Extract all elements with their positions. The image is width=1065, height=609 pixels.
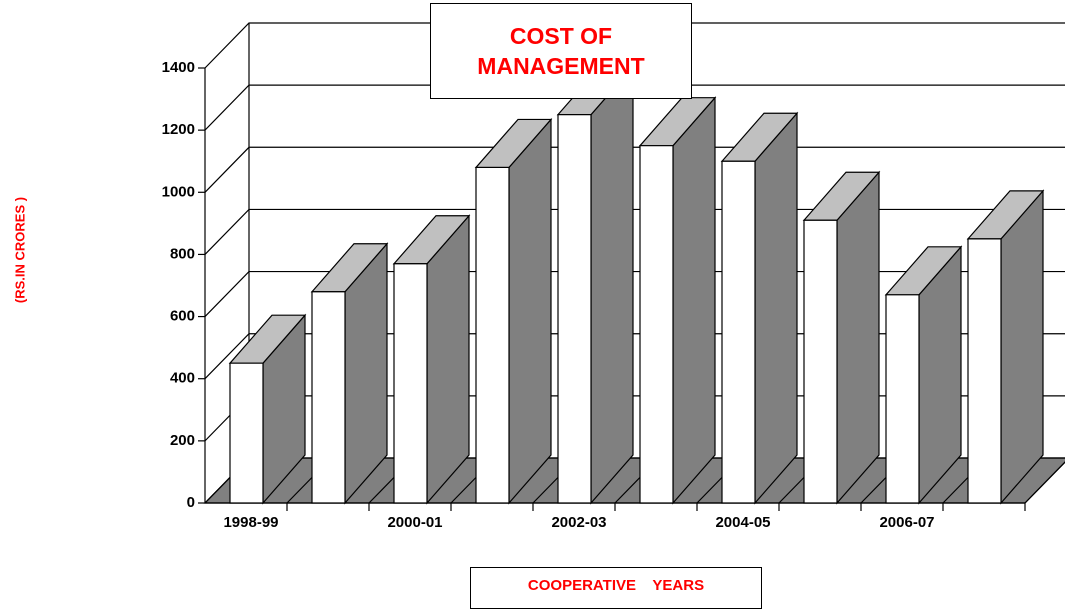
bar [638, 96, 717, 505]
bar-front [393, 263, 428, 504]
bar [474, 117, 553, 505]
bar [556, 65, 635, 505]
bar [228, 313, 307, 505]
floor-line [1024, 461, 1065, 504]
bar-front [803, 219, 838, 504]
y-tick-label: 600 [170, 308, 195, 325]
bar-side [426, 214, 470, 505]
bar [720, 111, 799, 505]
bar-front [885, 294, 920, 504]
bar-side [754, 111, 798, 505]
x-tick-label: 2002-03 [551, 514, 606, 531]
y-axis-label: (RS.IN CRORES ) [12, 196, 28, 304]
grid-line [204, 146, 1065, 193]
bar-front [475, 166, 510, 504]
bar-front [967, 238, 1002, 504]
bar-front [721, 160, 756, 504]
grid-line [204, 22, 1065, 69]
x-tick-label: 1998-99 [223, 514, 278, 531]
chart-title: COST OF MANAGEMENT [477, 23, 645, 79]
bar [310, 242, 389, 505]
y-tick-label: 400 [170, 370, 195, 387]
x-axis-label: COOPERATIVE YEARS [470, 567, 762, 609]
bar [884, 245, 963, 505]
bar-side [672, 96, 716, 505]
x-tick-label: 2000-01 [387, 514, 442, 531]
title-box: COST OF MANAGEMENT [430, 3, 692, 99]
y-tick-label: 1400 [162, 59, 195, 76]
y-tick-label: 1200 [162, 121, 195, 138]
x-tick-label: 2006-07 [879, 514, 934, 531]
bar-front [639, 145, 674, 504]
bar-front [311, 291, 346, 504]
y-tick-label: 1000 [162, 183, 195, 200]
x-tick-label: 2004-05 [715, 514, 770, 531]
bar [966, 189, 1045, 505]
bar [802, 170, 881, 505]
bar-front [229, 362, 264, 504]
bar-side [836, 170, 880, 505]
y-tick-label: 800 [170, 245, 195, 262]
bar-side [508, 117, 552, 505]
grid-line [204, 84, 1065, 131]
y-tick-label: 0 [187, 494, 195, 511]
bar [392, 214, 471, 505]
bar-side [1000, 189, 1044, 505]
bar-side [590, 65, 634, 505]
bar-front [557, 114, 592, 504]
y-tick-label: 200 [170, 432, 195, 449]
